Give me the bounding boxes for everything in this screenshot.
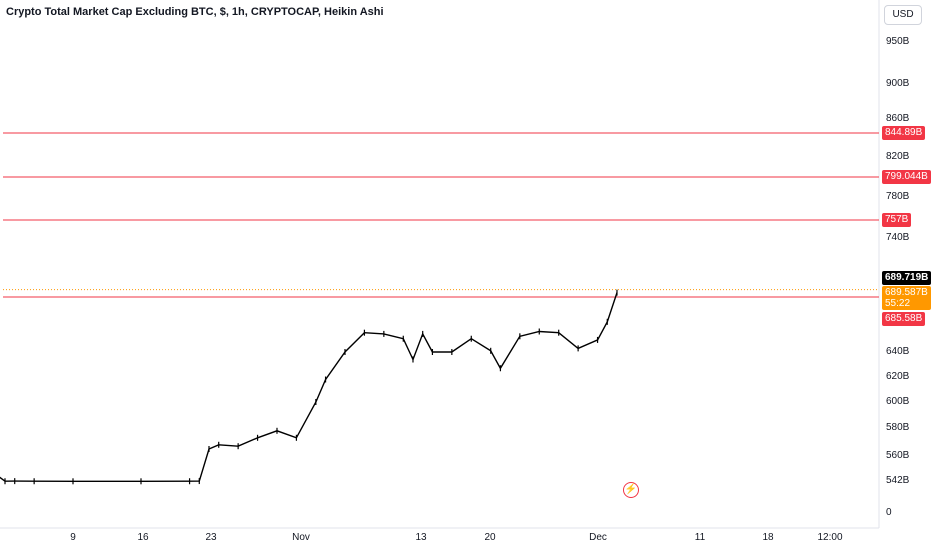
price-tick-label: 900B — [886, 78, 910, 89]
time-tick-label: 11 — [694, 532, 706, 543]
price-tick-label: 950B — [886, 36, 910, 47]
price-tick-label: 542B — [886, 475, 910, 486]
time-tick-label: 16 — [137, 532, 149, 543]
currency-selector[interactable]: USD — [884, 5, 922, 25]
time-tick-label: Dec — [589, 532, 607, 543]
last-price-tag: 689.719B — [882, 271, 932, 285]
price-series — [0, 289, 618, 485]
time-tick-label: 12:00 — [817, 532, 843, 543]
time-tick-label: 13 — [415, 532, 427, 543]
current-price-value: 689.587B — [885, 287, 928, 298]
horizontal-levels — [3, 132, 879, 298]
bar-countdown: 55:22 — [885, 298, 911, 309]
chart-title: Crypto Total Market Cap Excluding BTC, $… — [6, 6, 384, 18]
price-tick-label: 620B — [886, 371, 910, 382]
level-tag-685[interactable]: 685.58B — [882, 312, 926, 326]
level-tag-844[interactable]: 844.89B — [882, 126, 926, 140]
price-tick-label: 0 — [886, 507, 892, 518]
level-tag-757[interactable]: 757B — [882, 213, 912, 227]
time-tick-label: 20 — [484, 532, 496, 543]
price-tick-label: 820B — [886, 151, 910, 162]
price-line — [0, 292, 618, 482]
price-tick-label: 860B — [886, 113, 910, 124]
level-tag-799[interactable]: 799.044B — [882, 170, 931, 184]
price-tick-label: 580B — [886, 422, 910, 433]
time-tick-label: 9 — [70, 532, 76, 543]
price-tick-label: 740B — [886, 232, 910, 243]
time-tick-label: Nov — [292, 532, 310, 543]
price-tick-label: 780B — [886, 191, 910, 202]
time-tick-label: 23 — [205, 532, 217, 543]
current-price-tag: 689.587B 55:22 — [882, 286, 931, 310]
price-tick-label: 600B — [886, 396, 910, 407]
price-tick-label: 560B — [886, 450, 910, 461]
time-tick-label: 18 — [762, 532, 774, 543]
price-tick-label: 640B — [886, 346, 910, 357]
lightning-bolt-icon[interactable]: ⚡ — [623, 482, 639, 498]
